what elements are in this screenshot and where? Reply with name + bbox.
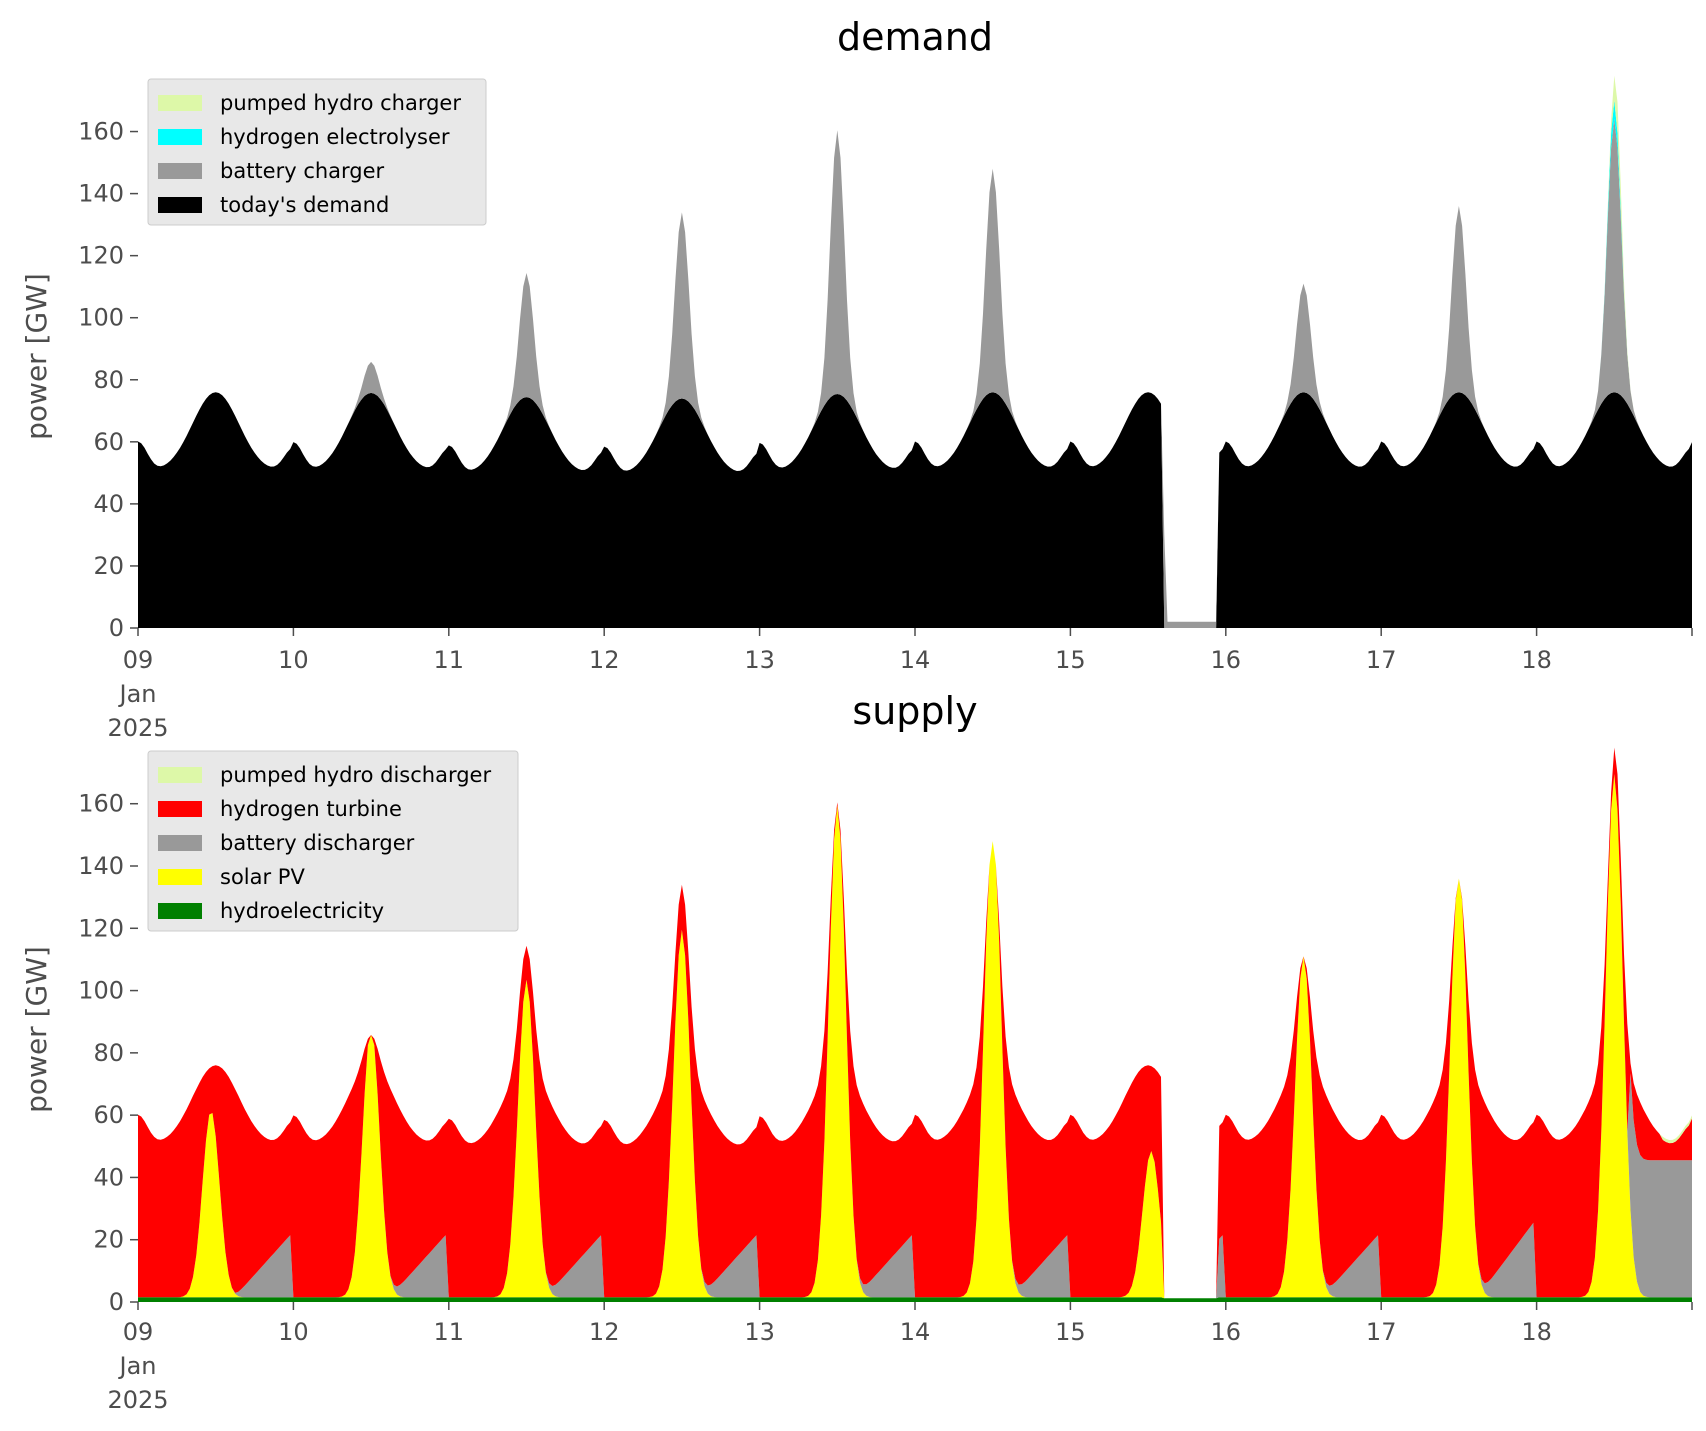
- demand-y-axis: 0 20 40 60 80 100 120 140 160: [78, 118, 138, 642]
- supply-panel: supply 0 20 40 60 80 100 120 140 160 09 Jan 2025 10…: [20, 689, 1693, 1414]
- supply-area-hydroelectricity: [138, 1297, 1692, 1302]
- y-tick-label: 60: [93, 1101, 124, 1129]
- x-tick-label: 14: [900, 646, 931, 674]
- legend-box: [147, 750, 519, 932]
- supply-y-axis: 0 20 40 60 80 100 120 140 160: [78, 790, 138, 1316]
- legend-swatch: [158, 903, 202, 919]
- legend-label: hydrogen electrolyser: [220, 125, 450, 149]
- demand-series-group: [138, 75, 1692, 628]
- x-tick-label: 16: [1211, 1318, 1242, 1346]
- y-tick-label: 160: [78, 118, 124, 146]
- legend-label: hydroelectricity: [220, 899, 384, 923]
- x-tick-label: 13: [744, 1318, 775, 1346]
- supply-title: supply: [852, 689, 977, 733]
- x-tick-label: 09: [123, 1318, 154, 1346]
- supply-legend: pumped hydro discharger hydrogen turbine b…: [147, 750, 519, 932]
- legend-label: hydrogen turbine: [220, 797, 402, 821]
- y-tick-label: 0: [109, 614, 124, 642]
- x-tick-label: Jan: [118, 680, 157, 708]
- y-tick-label: 140: [78, 180, 124, 208]
- x-tick-label: 17: [1366, 1318, 1397, 1346]
- x-tick-label: 15: [1055, 646, 1086, 674]
- x-tick-label: 09: [123, 646, 154, 674]
- legend-label: battery charger: [220, 159, 385, 183]
- x-tick-label: Jan: [118, 1352, 157, 1380]
- supply-x-axis: 09 Jan 2025 10 11 12 13 14 15 16 17 18: [107, 1302, 1693, 1414]
- y-tick-label: 0: [109, 1288, 124, 1316]
- legend-label: solar PV: [220, 865, 305, 889]
- y-tick-label: 20: [93, 552, 124, 580]
- legend-label: pumped hydro discharger: [220, 763, 491, 787]
- x-tick-label: 10: [278, 646, 309, 674]
- y-tick-label: 160: [78, 790, 124, 818]
- y-tick-label: 100: [78, 304, 124, 332]
- x-tick-label: 15: [1055, 1318, 1086, 1346]
- x-tick-label: 10: [278, 1318, 309, 1346]
- supply-area-solar-pv: [138, 774, 1692, 1299]
- x-tick-label: 18: [1521, 646, 1552, 674]
- legend-box: [147, 78, 487, 226]
- legend-swatch: [158, 835, 202, 851]
- demand-panel: demand 0 20 40 60 80 100 120 140 160 09 Jan 2025 10…: [20, 15, 1693, 742]
- y-tick-label: 80: [93, 366, 124, 394]
- legend-swatch: [158, 95, 202, 111]
- x-tick-label: 2025: [107, 714, 168, 742]
- demand-title: demand: [837, 15, 993, 59]
- y-tick-label: 140: [78, 852, 124, 880]
- x-tick-label: 18: [1521, 1318, 1552, 1346]
- demand-legend: pumped hydro charger hydrogen electrolyse…: [147, 78, 487, 226]
- x-tick-label: 12: [589, 646, 620, 674]
- legend-swatch: [158, 197, 202, 213]
- y-tick-label: 120: [78, 242, 124, 270]
- legend-swatch: [158, 163, 202, 179]
- y-tick-label: 40: [93, 1163, 124, 1191]
- legend-swatch: [158, 129, 202, 145]
- y-tick-label: 100: [78, 977, 124, 1005]
- legend-swatch: [158, 767, 202, 783]
- x-tick-label: 14: [900, 1318, 931, 1346]
- legend-label: pumped hydro charger: [220, 91, 461, 115]
- legend-swatch: [158, 869, 202, 885]
- supply-area-hydrogen-turbine: [138, 747, 1692, 1299]
- demand-y-axis-title: power [GW]: [20, 273, 53, 440]
- x-tick-label: 11: [434, 1318, 465, 1346]
- legend-swatch: [158, 801, 202, 817]
- x-tick-label: 17: [1366, 646, 1397, 674]
- y-tick-label: 80: [93, 1039, 124, 1067]
- legend-label: battery discharger: [220, 831, 415, 855]
- supply-y-axis-title: power [GW]: [20, 946, 53, 1113]
- y-tick-label: 120: [78, 914, 124, 942]
- x-tick-label: 11: [434, 646, 465, 674]
- y-tick-label: 20: [93, 1226, 124, 1254]
- legend-label: today's demand: [220, 193, 389, 217]
- x-tick-label: 12: [589, 1318, 620, 1346]
- x-tick-label: 13: [744, 646, 775, 674]
- x-tick-label: 16: [1211, 646, 1242, 674]
- y-tick-label: 40: [93, 490, 124, 518]
- demand-area-todays-demand: [138, 392, 1692, 628]
- demand-x-axis: 09 Jan 2025 10 11 12 13 14 15 16 17 18: [107, 628, 1693, 742]
- supply-series-group: [138, 747, 1692, 1302]
- y-tick-label: 60: [93, 428, 124, 456]
- x-tick-label: 2025: [107, 1386, 168, 1414]
